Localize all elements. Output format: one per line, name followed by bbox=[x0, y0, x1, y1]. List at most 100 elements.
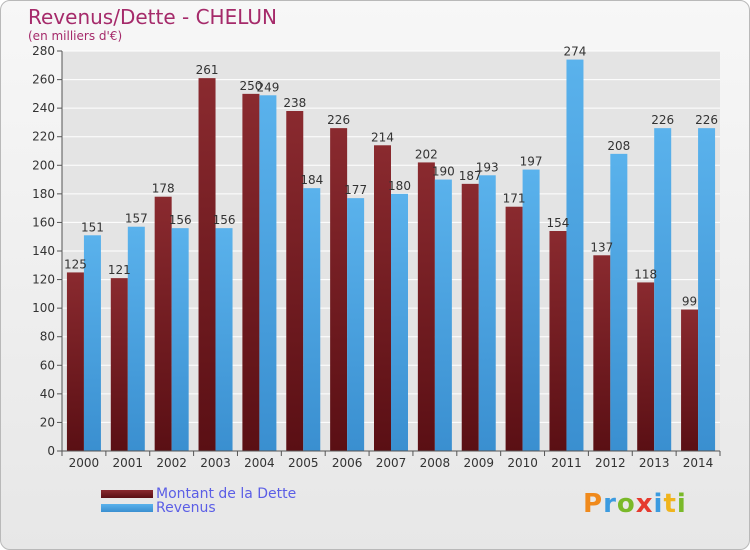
bar-revenus bbox=[478, 175, 496, 452]
data-label-revenus: 193 bbox=[476, 160, 499, 174]
x-tick-label: 2012 bbox=[595, 456, 626, 470]
data-label-dette: 238 bbox=[283, 96, 306, 110]
legend-swatch-debt bbox=[101, 490, 153, 498]
data-label-dette: 137 bbox=[590, 240, 613, 254]
legend-item-revenus: Revenus bbox=[101, 501, 296, 515]
y-tick-label: 200 bbox=[32, 158, 55, 172]
y-tick-label: 260 bbox=[32, 73, 55, 87]
y-tick-label: 160 bbox=[32, 215, 55, 229]
data-label-dette: 118 bbox=[634, 267, 657, 281]
bar-revenus bbox=[610, 153, 628, 451]
data-label-dette: 214 bbox=[371, 130, 394, 144]
bar-dette bbox=[330, 128, 348, 451]
data-label-revenus: 184 bbox=[300, 173, 323, 187]
bar-dette bbox=[66, 272, 84, 451]
bar-revenus bbox=[698, 128, 716, 451]
chart-title: Revenus/Dette - CHELUN bbox=[28, 5, 277, 29]
y-tick-label: 0 bbox=[47, 444, 55, 458]
x-tick-label: 2009 bbox=[463, 456, 494, 470]
x-tick-label: 2003 bbox=[200, 456, 231, 470]
bar-dette bbox=[593, 255, 611, 451]
bar-dette bbox=[681, 309, 699, 451]
x-tick-label: 2002 bbox=[156, 456, 187, 470]
legend-swatch-revenus bbox=[101, 504, 153, 512]
bar-revenus bbox=[654, 128, 672, 451]
data-label-dette: 121 bbox=[108, 263, 131, 277]
x-tick-label: 2008 bbox=[420, 456, 451, 470]
data-label-dette: 178 bbox=[152, 182, 175, 196]
data-label-revenus: 180 bbox=[388, 179, 411, 193]
data-label-revenus: 197 bbox=[520, 155, 543, 169]
data-label-revenus: 151 bbox=[81, 220, 104, 234]
bar-revenus bbox=[127, 226, 145, 451]
x-tick-label: 2007 bbox=[376, 456, 407, 470]
bar-dette bbox=[198, 78, 216, 452]
y-tick-label: 100 bbox=[32, 301, 55, 315]
bar-dette bbox=[549, 231, 567, 451]
x-tick-label: 2014 bbox=[683, 456, 714, 470]
x-tick-label: 2006 bbox=[332, 456, 363, 470]
bar-dette bbox=[110, 278, 128, 451]
bar-revenus bbox=[171, 228, 189, 451]
y-tick-label: 120 bbox=[32, 273, 55, 287]
x-tick-label: 2001 bbox=[113, 456, 144, 470]
bar-dette bbox=[374, 145, 391, 452]
y-tick-label: 180 bbox=[32, 187, 55, 201]
bar-dette bbox=[154, 196, 172, 451]
data-label-dette: 99 bbox=[682, 295, 697, 309]
bar-revenus bbox=[391, 193, 408, 451]
x-tick-label: 2010 bbox=[507, 456, 538, 470]
data-label-dette: 261 bbox=[196, 63, 219, 77]
y-tick-label: 240 bbox=[32, 101, 55, 115]
y-tick-label: 60 bbox=[40, 358, 55, 372]
bar-dette bbox=[461, 183, 479, 451]
bar-dette bbox=[505, 206, 523, 451]
data-label-dette: 187 bbox=[459, 169, 482, 183]
bar-revenus bbox=[83, 235, 101, 451]
bar-dette bbox=[637, 282, 655, 451]
y-tick-label: 220 bbox=[32, 130, 55, 144]
legend-item-debt: Montant de la Dette bbox=[101, 487, 296, 501]
data-label-revenus: 208 bbox=[607, 139, 630, 153]
y-tick-label: 20 bbox=[40, 415, 55, 429]
bar-revenus bbox=[347, 198, 365, 451]
data-label-revenus: 190 bbox=[432, 165, 455, 179]
bar-revenus bbox=[566, 59, 584, 451]
data-label-revenus: 226 bbox=[651, 113, 674, 127]
legend: Montant de la Dette Revenus bbox=[101, 487, 296, 515]
data-label-revenus: 156 bbox=[213, 213, 236, 227]
chart-subtitle: (en milliers d'€) bbox=[28, 29, 123, 43]
legend-label-revenus: Revenus bbox=[156, 500, 216, 516]
y-tick-label: 40 bbox=[40, 387, 55, 401]
data-label-dette: 202 bbox=[415, 147, 438, 161]
x-tick-label: 2004 bbox=[244, 456, 275, 470]
bar-revenus bbox=[434, 179, 452, 452]
bar-dette bbox=[286, 111, 304, 451]
data-label-revenus: 249 bbox=[256, 80, 279, 94]
bar-revenus bbox=[522, 169, 540, 452]
x-tick-label: 2013 bbox=[639, 456, 670, 470]
bar-revenus bbox=[259, 95, 277, 452]
x-tick-label: 2011 bbox=[551, 456, 582, 470]
data-label-revenus: 226 bbox=[695, 113, 718, 127]
y-tick-label: 80 bbox=[40, 330, 55, 344]
data-label-dette: 154 bbox=[547, 216, 570, 230]
data-label-revenus: 156 bbox=[169, 213, 192, 227]
data-label-revenus: 157 bbox=[125, 212, 148, 226]
data-label-dette: 125 bbox=[64, 257, 87, 271]
x-tick-label: 2005 bbox=[288, 456, 319, 470]
y-tick-label: 280 bbox=[32, 44, 55, 58]
bar-dette bbox=[242, 93, 260, 451]
y-tick-label: 140 bbox=[32, 244, 55, 258]
data-label-dette: 171 bbox=[503, 192, 526, 206]
data-label-revenus: 177 bbox=[344, 183, 367, 197]
data-label-revenus: 274 bbox=[564, 45, 587, 59]
bar-revenus bbox=[303, 188, 321, 451]
bar-dette bbox=[417, 162, 435, 451]
data-label-dette: 226 bbox=[327, 113, 350, 127]
data-label-dette: 250 bbox=[239, 79, 262, 93]
x-tick-label: 2000 bbox=[69, 456, 100, 470]
legend-label-debt: Montant de la Dette bbox=[156, 486, 297, 502]
